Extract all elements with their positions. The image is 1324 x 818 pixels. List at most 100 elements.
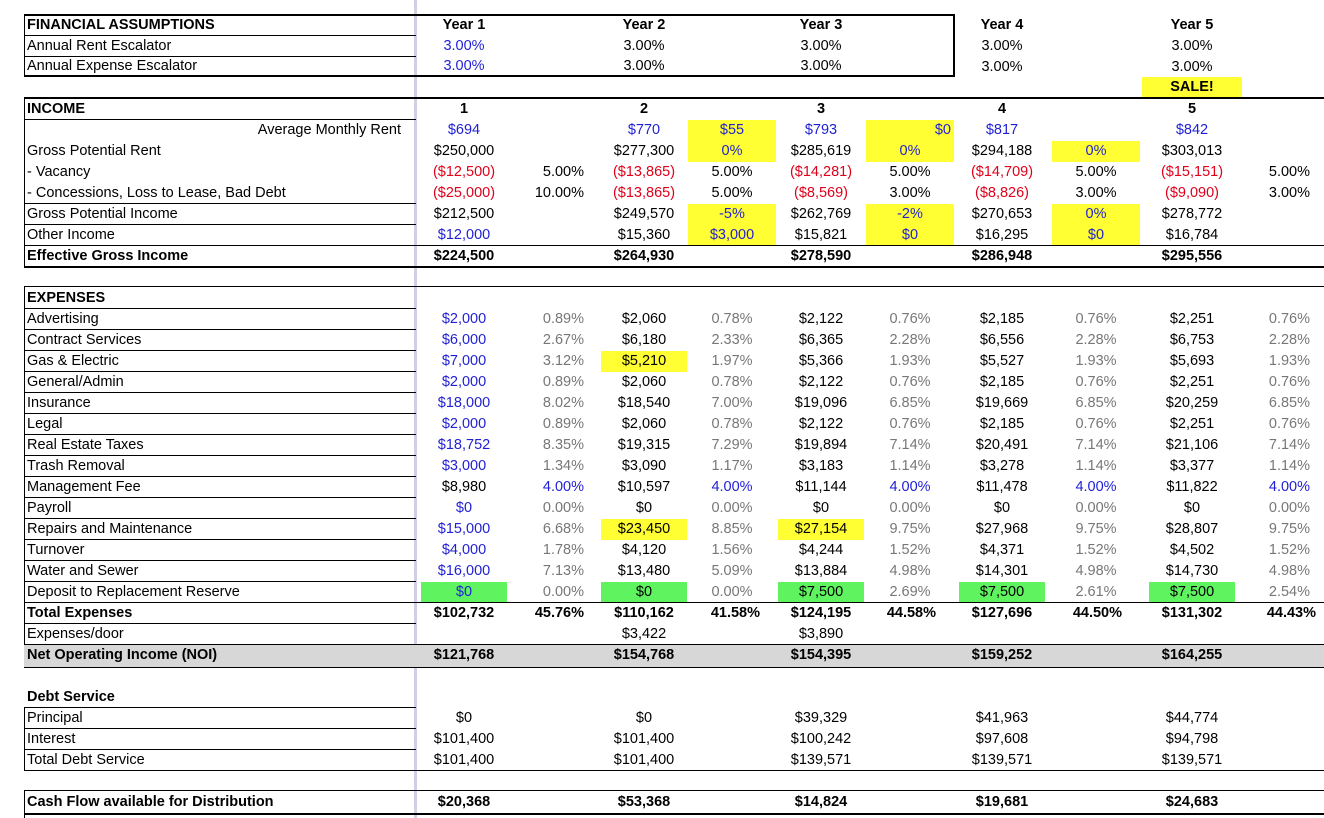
vacancy-y1[interactable]: ($12,500) bbox=[432, 164, 496, 180]
avg-rent-y2[interactable]: $770 bbox=[627, 122, 661, 138]
gpi-delta-y2[interactable]: -5% bbox=[688, 204, 776, 225]
vacancy-y5[interactable]: ($15,151) bbox=[1160, 164, 1224, 180]
expenses-per-door-label[interactable]: Expenses/door bbox=[27, 626, 124, 642]
cashflow-y5[interactable]: $24,683 bbox=[1165, 794, 1219, 810]
gpi-y2[interactable]: $249,570 bbox=[613, 206, 675, 222]
avg-rent-label[interactable]: Average Monthly Rent bbox=[257, 122, 401, 138]
expense-pct-y4[interactable]: 7.14% bbox=[1075, 437, 1117, 453]
expense-pct-y3[interactable]: 6.85% bbox=[889, 395, 931, 411]
expense-value-y2[interactable]: $10,597 bbox=[617, 479, 671, 495]
expense-value-y3[interactable]: $2,122 bbox=[798, 311, 844, 327]
cashflow-y4[interactable]: $19,681 bbox=[975, 794, 1029, 810]
avg-rent-y5[interactable]: $842 bbox=[1175, 122, 1209, 138]
expense-pct-y2[interactable]: 0.00% bbox=[711, 500, 753, 516]
other-income-y4[interactable]: $16,295 bbox=[975, 227, 1029, 243]
cashflow-y3[interactable]: $14,824 bbox=[794, 794, 848, 810]
rent-escalator-y1[interactable]: 3.00% bbox=[443, 38, 485, 54]
expense-value-y3[interactable]: $11,144 bbox=[795, 479, 847, 495]
expense-label[interactable]: Payroll bbox=[27, 500, 72, 516]
expense-value-y5[interactable]: $2,251 bbox=[1169, 374, 1215, 390]
expense-value-y3[interactable]: $5,366 bbox=[798, 353, 844, 369]
noi-y2[interactable]: $154,768 bbox=[613, 647, 675, 663]
expense-label[interactable]: Trash Removal bbox=[27, 458, 125, 474]
other-income-y1[interactable]: $12,000 bbox=[437, 227, 491, 243]
expense-value-y4[interactable]: $5,527 bbox=[979, 353, 1025, 369]
expense-label[interactable]: Legal bbox=[27, 416, 63, 432]
expense-escalator-label[interactable]: Annual Expense Escalator bbox=[27, 58, 198, 74]
noi-y1[interactable]: $121,768 bbox=[433, 647, 495, 663]
expense-label[interactable]: Management Fee bbox=[27, 479, 141, 495]
expense-value-y1[interactable]: $2,000 bbox=[441, 374, 487, 390]
expense-pct-y2[interactable]: 7.29% bbox=[711, 437, 753, 453]
expense-value-y1[interactable]: $2,000 bbox=[441, 416, 487, 432]
expense-pct-y2[interactable]: 4.00% bbox=[711, 479, 753, 495]
principal-label[interactable]: Principal bbox=[27, 710, 83, 726]
year-1-header[interactable]: Year 1 bbox=[442, 17, 486, 33]
expense-value-y5[interactable]: $21,106 bbox=[1165, 437, 1219, 453]
expense-value-y1[interactable]: $15,000 bbox=[437, 521, 491, 537]
avg-rent-y3[interactable]: $793 bbox=[804, 122, 838, 138]
total-debt-y2[interactable]: $101,400 bbox=[613, 752, 675, 768]
expense-value-y4[interactable]: $2,185 bbox=[979, 311, 1025, 327]
interest-label[interactable]: Interest bbox=[27, 731, 76, 747]
vacancy-pct-y5[interactable]: 5.00% bbox=[1268, 164, 1310, 180]
expense-pct-y1[interactable]: 1.78% bbox=[542, 542, 584, 558]
expense-value-y5[interactable]: $11,822 bbox=[1166, 479, 1218, 495]
vacancy-pct-y3[interactable]: 5.00% bbox=[889, 164, 931, 180]
expense-pct-y2[interactable]: 0.00% bbox=[711, 584, 753, 600]
expense-label[interactable]: Insurance bbox=[27, 395, 91, 411]
expenses-per-door-y3[interactable]: $3,890 bbox=[798, 626, 844, 642]
expense-value-y4[interactable]: $27,968 bbox=[975, 521, 1029, 537]
frozen-pane-divider[interactable] bbox=[414, 0, 417, 818]
expense-pct-y5[interactable]: 4.00% bbox=[1268, 479, 1310, 495]
expense-value-y3[interactable]: $19,894 bbox=[794, 437, 848, 453]
expense-pct-y4[interactable]: 2.28% bbox=[1075, 332, 1117, 348]
expense-escalator-y5[interactable]: 3.00% bbox=[1171, 59, 1213, 75]
expense-pct-y5[interactable]: 2.54% bbox=[1268, 584, 1310, 600]
expense-value-y1[interactable]: $16,000 bbox=[437, 563, 491, 579]
expense-value-y2[interactable]: $2,060 bbox=[621, 311, 667, 327]
avg-rent-y4[interactable]: $817 bbox=[985, 122, 1019, 138]
expense-value-y1[interactable]: $2,000 bbox=[441, 311, 487, 327]
gpi-y5[interactable]: $278,772 bbox=[1161, 206, 1223, 222]
expense-value-y4[interactable]: $14,301 bbox=[975, 563, 1029, 579]
expense-pct-y1[interactable]: 2.67% bbox=[542, 332, 584, 348]
interest-y1[interactable]: $101,400 bbox=[433, 731, 495, 747]
expense-value-y4[interactable]: $2,185 bbox=[979, 374, 1025, 390]
income-title[interactable]: INCOME bbox=[27, 101, 85, 117]
gpr-y2[interactable]: $277,300 bbox=[613, 143, 675, 159]
gpr-y1[interactable]: $250,000 bbox=[433, 143, 495, 159]
expense-value-y5[interactable]: $0 bbox=[1183, 500, 1201, 516]
expense-pct-y3[interactable]: 1.52% bbox=[889, 542, 931, 558]
expense-pct-y4[interactable]: 9.75% bbox=[1075, 521, 1117, 537]
expense-pct-y2[interactable]: 7.00% bbox=[711, 395, 753, 411]
expense-value-y5[interactable]: $2,251 bbox=[1169, 416, 1215, 432]
expense-value-y5[interactable]: $28,807 bbox=[1165, 521, 1219, 537]
expense-value-y5[interactable]: $6,753 bbox=[1169, 332, 1215, 348]
expense-pct-y2[interactable]: 1.97% bbox=[711, 353, 753, 369]
expense-value-y4[interactable]: $0 bbox=[993, 500, 1011, 516]
expense-label[interactable]: Real Estate Taxes bbox=[27, 437, 144, 453]
expense-escalator-y4[interactable]: 3.00% bbox=[981, 59, 1023, 75]
income-year-4[interactable]: 4 bbox=[997, 101, 1007, 117]
expense-pct-y4[interactable]: 6.85% bbox=[1075, 395, 1117, 411]
sale-badge[interactable]: SALE! bbox=[1142, 77, 1242, 97]
assumptions-title[interactable]: FINANCIAL ASSUMPTIONS bbox=[27, 17, 215, 33]
gpi-label[interactable]: Gross Potential Income bbox=[27, 206, 178, 222]
expense-pct-y1[interactable]: 7.13% bbox=[542, 563, 584, 579]
expense-pct-y1[interactable]: 1.34% bbox=[542, 458, 584, 474]
expense-value-y1[interactable]: $0 bbox=[455, 500, 473, 516]
total-expenses-y4[interactable]: $127,696 bbox=[971, 605, 1033, 621]
gpi-y4[interactable]: $270,653 bbox=[971, 206, 1033, 222]
other-income-y5[interactable]: $16,784 bbox=[1165, 227, 1219, 243]
cashflow-label[interactable]: Cash Flow available for Distribution bbox=[27, 794, 274, 810]
noi-y4[interactable]: $159,252 bbox=[971, 647, 1033, 663]
vacancy-pct-y2[interactable]: 5.00% bbox=[711, 164, 753, 180]
total-expenses-pct-y2[interactable]: 41.58% bbox=[710, 605, 760, 621]
gpr-y3[interactable]: $285,619 bbox=[790, 143, 852, 159]
expense-value-y1[interactable]: $0 bbox=[421, 582, 507, 603]
total-debt-label[interactable]: Total Debt Service bbox=[27, 752, 145, 768]
expense-pct-y5[interactable]: 6.85% bbox=[1268, 395, 1310, 411]
noi-y5[interactable]: $164,255 bbox=[1161, 647, 1223, 663]
concessions-y4[interactable]: ($8,826) bbox=[974, 185, 1029, 201]
